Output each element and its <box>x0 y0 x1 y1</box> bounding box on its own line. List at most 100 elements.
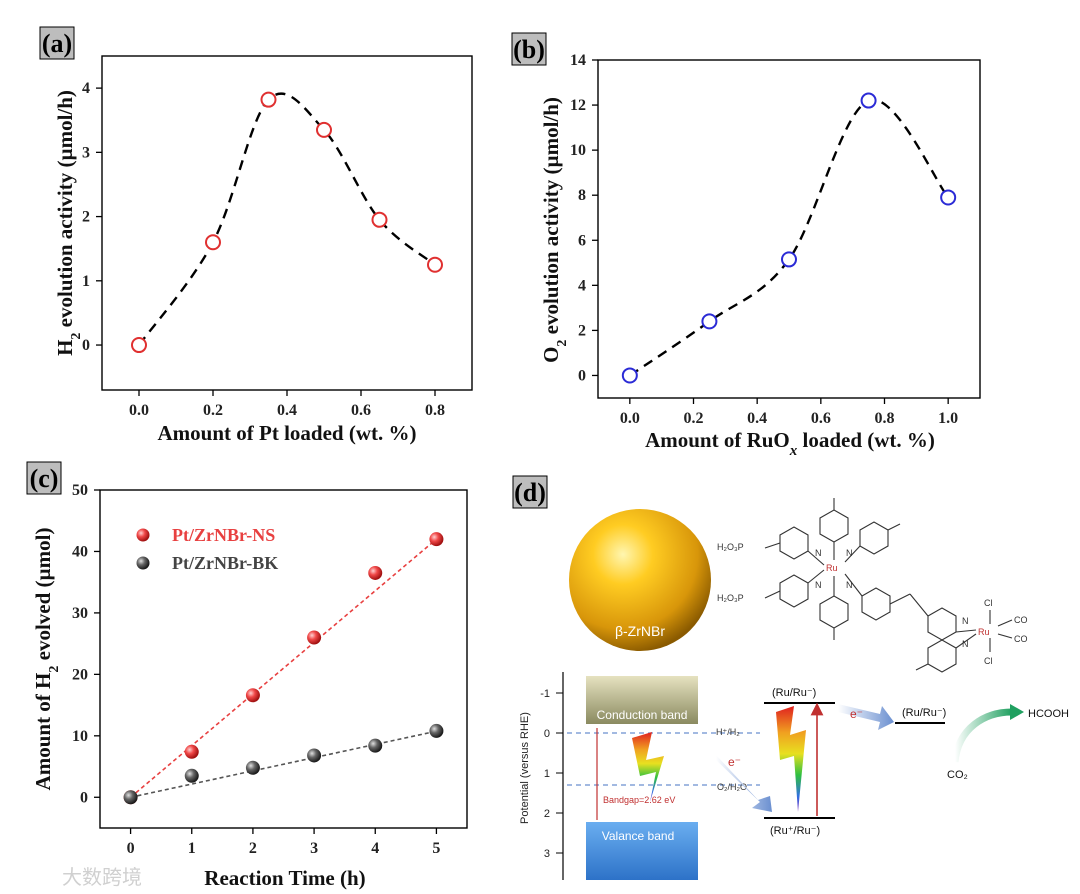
panel-a-trend-curve <box>138 92 436 346</box>
o-level-label: O₂/H₂O <box>717 782 747 792</box>
electron-transfer-arrow-1 <box>716 755 772 812</box>
potential-tick: 3 <box>544 848 550 860</box>
panel-a-data-point <box>427 256 443 273</box>
panel-b-label: (b) <box>513 35 545 64</box>
panel-a-ytick-label: 0 <box>82 337 90 354</box>
panel-a-data-point <box>316 121 332 138</box>
co2-reduction-arrow <box>951 708 1013 763</box>
panel-a-data-point <box>371 211 388 228</box>
panel-a-ylabel: H2 evolution activity (µmol/h) <box>53 90 84 356</box>
panel-b: (b) 0.0 0.2 0.4 0.6 0.8 1.0 0 2 4 6 8 10 12 14 Amount… <box>511 32 981 459</box>
panel-b-xtick-label: 0.6 <box>811 410 831 427</box>
panel-b-ytick-label: 4 <box>578 277 586 294</box>
ru-right-label: (Ru/Ru⁻) <box>902 707 946 719</box>
panel-c-xtick-label: 1 <box>188 840 196 857</box>
electron-transfer-arrow-2 <box>838 704 894 730</box>
panel-c-ytick-label: 40 <box>72 543 88 560</box>
valance-band-label: Valance band <box>602 829 675 843</box>
mol-n-3: N <box>815 580 822 590</box>
panel-c-data-point <box>429 532 444 547</box>
panel-b-ytick-label: 8 <box>578 187 586 204</box>
panel-c-fit-line <box>130 730 437 799</box>
mol-co-1: CO <box>1014 615 1028 625</box>
panel-b-ytick-label: 0 <box>578 367 586 384</box>
panel-a-data-point <box>131 337 147 354</box>
panel-a-data-point <box>205 234 221 251</box>
conduction-band <box>586 676 698 724</box>
hcooh-label: HCOOH <box>1028 708 1069 720</box>
panel-c-frame <box>99 489 468 829</box>
panel-c-fit-line <box>130 538 437 798</box>
panel-b-ytick-label: 10 <box>570 142 586 159</box>
panel-b-data-point <box>781 251 797 268</box>
panel-c-label: (c) <box>30 464 59 493</box>
panel-c-data-point <box>368 738 383 753</box>
potential-tick: 1 <box>544 768 550 780</box>
panel-b-xtick-label: 0.8 <box>875 410 895 427</box>
panel-c-ytick-label: 10 <box>72 728 88 745</box>
panel-d: (d) β-ZrNBr <box>512 475 1069 880</box>
panel-c-ytick-label: 30 <box>72 605 88 622</box>
panel-b-ytick-label: 12 <box>570 97 586 114</box>
panel-c-legend: Pt/ZrNBr-NS Pt/ZrNBr-BK <box>136 525 278 573</box>
panel-b-xtick-label: 0.4 <box>747 410 767 427</box>
electron-label-2: e⁻ <box>850 707 863 721</box>
panel-a-frame <box>101 55 473 391</box>
bandgap-label: Bandgap=2.62 eV <box>603 795 675 805</box>
electron-label-1: e⁻ <box>728 755 741 769</box>
h-level-label: H⁺/H₂ <box>716 727 740 737</box>
panel-d-label: (d) <box>514 478 546 507</box>
panel-a-xtick-label: 0.6 <box>351 402 371 419</box>
mol-co-2: CO <box>1014 634 1028 644</box>
panel-a-xlabel: Amount of Pt loaded (wt. %) <box>158 421 417 445</box>
mol-cl-bottom: Cl <box>984 656 993 666</box>
panel-a: (a) 0.0 0.2 0.4 0.6 0.8 0 1 2 3 4 Amount of Pt lo… <box>39 26 473 445</box>
mol-phosph-2: H₂O₃P <box>717 593 744 603</box>
sphere-label: β-ZrNBr <box>615 623 665 639</box>
panel-c-xtick-label: 4 <box>371 840 379 857</box>
panel-b-xtick-label: 0.0 <box>620 410 640 427</box>
potential-tick: -1 <box>540 688 550 700</box>
panel-b-ytick-label: 2 <box>578 322 586 339</box>
mol-n-4: N <box>846 580 853 590</box>
panel-c-ytick-label: 20 <box>72 666 88 683</box>
panel-a-xtick-label: 0.2 <box>203 402 223 419</box>
panel-b-trend-curve <box>629 98 950 377</box>
mol-ru-center: Ru <box>826 563 838 573</box>
panel-a-ytick-label: 4 <box>82 80 90 97</box>
ru-complex-structure <box>764 498 1013 673</box>
mol-ru-right: Ru <box>978 627 990 637</box>
panel-c-xtick-label: 2 <box>249 840 257 857</box>
potential-axis-label: Potential (versus RHE) <box>519 712 531 824</box>
panel-c-data-point <box>429 723 444 738</box>
legend-label-bk: Pt/ZrNBr-BK <box>172 553 278 573</box>
potential-tick: 0 <box>544 728 550 740</box>
panel-c-data-point <box>245 688 260 703</box>
panel-c-ylabel: Amount of H2 evolved (µmol) <box>31 528 62 791</box>
panel-a-ytick-label: 2 <box>82 209 90 226</box>
co2-label: CO₂ <box>947 769 968 781</box>
mol-cl-top: Cl <box>984 598 993 608</box>
panel-a-xtick-label: 0.0 <box>129 402 149 419</box>
panel-a-ytick-label: 3 <box>82 144 90 161</box>
legend-marker-bk <box>136 556 150 570</box>
panel-c-data-point <box>184 768 199 783</box>
panel-a-badge <box>39 26 75 60</box>
panel-b-xtick-label: 0.2 <box>684 410 704 427</box>
panel-c-data-point <box>184 744 199 759</box>
panel-c-data-point <box>307 748 322 763</box>
mol-n-5: N <box>962 616 969 626</box>
ru-complex-labels: H₂O₃P H₂O₃P Ru N N N N Ru N N Cl Cl CO C… <box>717 542 1028 666</box>
legend-marker-ns <box>136 528 150 542</box>
panel-b-ytick-label: 6 <box>578 232 586 249</box>
panel-b-frame <box>597 59 981 399</box>
panel-b-ytick-label: 14 <box>570 52 586 69</box>
mol-n-1: N <box>815 548 822 558</box>
panel-a-label: (a) <box>42 29 72 58</box>
panel-c-xlabel: Reaction Time (h) <box>204 866 365 890</box>
panel-c-data-point <box>123 790 138 805</box>
panel-b-badge <box>511 32 547 66</box>
panel-c-xtick-label: 3 <box>310 840 318 857</box>
panel-b-data-point <box>860 92 877 109</box>
